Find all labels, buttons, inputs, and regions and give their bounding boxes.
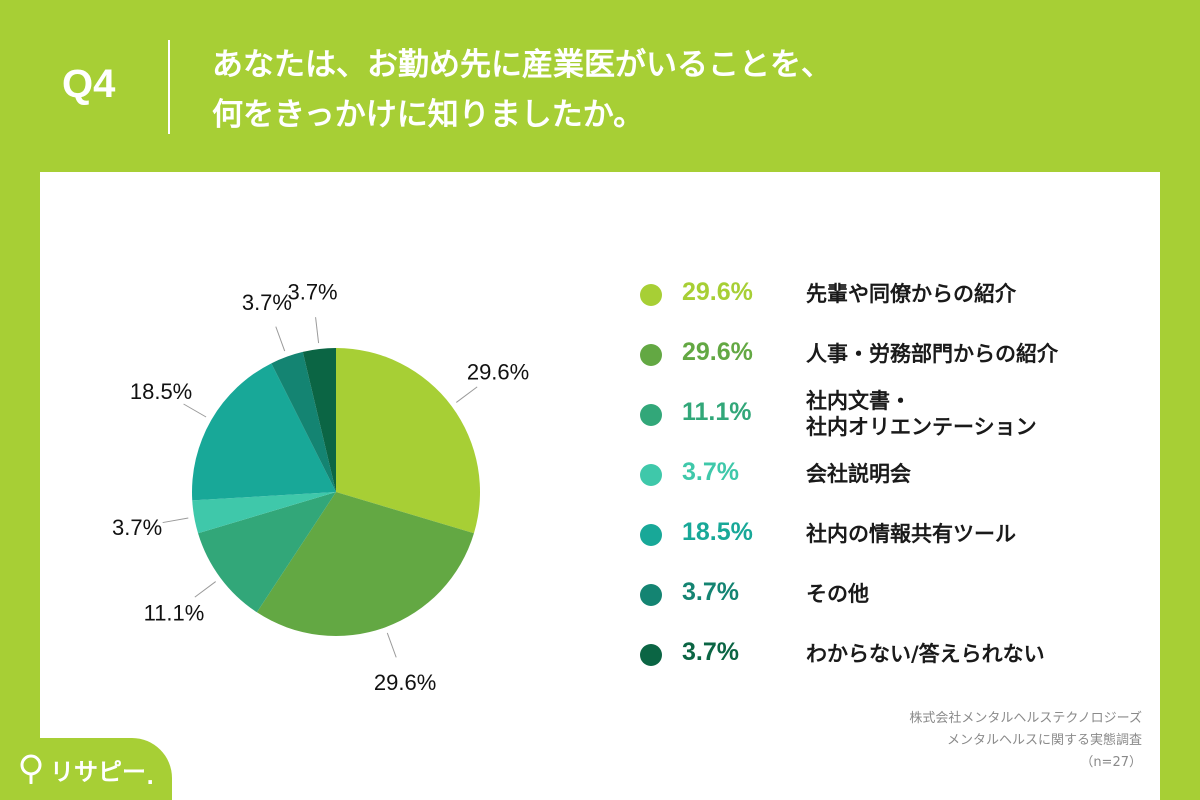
- legend-swatch: [640, 404, 662, 426]
- legend-swatch: [640, 584, 662, 606]
- pie-slice-7: [302, 348, 336, 492]
- pie-slice-2: [256, 492, 474, 636]
- legend-swatch: [640, 464, 662, 486]
- legend-label: 先輩や同僚からの紹介: [806, 281, 1016, 307]
- legend-percent: 3.7%: [682, 638, 739, 666]
- legend-swatch: [640, 344, 662, 366]
- question-title-line-1: あなたは、お勤め先に産業医がいることを、: [212, 47, 832, 83]
- data-label-3: 11.1%: [144, 601, 205, 626]
- data-label-2: 29.6%: [374, 670, 436, 695]
- question-title: あなたは、お勤め先に産業医がいることを、 何をきっかけに知りましたか。: [212, 40, 832, 140]
- legend-label-line: 社内文書・: [806, 389, 911, 413]
- legend-label: その他: [806, 581, 869, 607]
- legend-item-2: 29.6% 人事・労務部門からの紹介: [640, 325, 1140, 385]
- legend-item-5: 18.5% 社内の情報共有ツール: [640, 505, 1140, 565]
- leader-line-6: [275, 326, 286, 352]
- legend-label-line: わからない/答えられない: [806, 642, 1045, 666]
- brand-logo: リサピー: [0, 738, 172, 800]
- legend-item-7: 3.7% わからない/答えられない: [640, 625, 1140, 685]
- pin-icon: [20, 754, 42, 784]
- legend-item-1: 29.6% 先輩や同僚からの紹介: [640, 265, 1140, 325]
- legend-percent: 29.6%: [682, 278, 753, 306]
- legend-label-line: 先輩や同僚からの紹介: [806, 282, 1016, 306]
- legend-label-line: 社内の情報共有ツール: [806, 522, 1016, 546]
- legend-swatch: [640, 524, 662, 546]
- legend-label-line: 会社説明会: [806, 462, 911, 486]
- brand-logo-text: リサピー: [50, 752, 154, 789]
- legend-percent: 29.6%: [682, 338, 753, 366]
- legend-percent: 11.1%: [682, 398, 752, 426]
- data-label-5: 18.5%: [130, 379, 192, 404]
- pie-slice-1: [336, 348, 481, 534]
- legend-item-4: 3.7% 会社説明会: [640, 445, 1140, 505]
- legend-label: 社内の情報共有ツール: [806, 521, 1016, 547]
- legend-percent: 3.7%: [682, 578, 739, 606]
- leader-line-5: [183, 403, 207, 418]
- legend-swatch: [640, 644, 662, 666]
- source-survey: メンタルヘルスに関する実態調査: [946, 733, 1142, 748]
- question-number: Q4: [62, 62, 116, 106]
- legend-label-line: その他: [806, 582, 869, 606]
- legend-label-line: 人事・労務部門からの紹介: [806, 342, 1058, 366]
- pie-slice-6: [271, 351, 336, 492]
- header-divider: [168, 40, 170, 134]
- leader-line-2: [386, 632, 397, 658]
- leader-line-7: [315, 317, 320, 344]
- legend-percent: 3.7%: [682, 458, 739, 486]
- pie-slice-3: [198, 492, 336, 613]
- data-label-6: 3.7%: [242, 290, 292, 315]
- legend-item-3: 11.1% 社内文書・ 社内オリエンテーション: [640, 385, 1140, 445]
- source-company: 株式会社メンタルヘルステクノロジーズ: [909, 711, 1142, 726]
- source-note: 株式会社メンタルヘルステクノロジーズ メンタルヘルスに関する実態調査 （n=27…: [909, 708, 1142, 774]
- legend-label-line: 社内オリエンテーション: [806, 415, 1037, 439]
- legend-label: わからない/答えられない: [806, 641, 1045, 667]
- leader-line-4: [162, 517, 189, 524]
- data-label-4: 3.7%: [112, 515, 162, 540]
- legend-label: 人事・労務部門からの紹介: [806, 341, 1058, 367]
- source-sample: （n=27）: [1080, 755, 1142, 770]
- leader-line-3: [194, 581, 216, 598]
- legend-percent: 18.5%: [682, 518, 753, 546]
- leader-line-1: [456, 386, 478, 403]
- pie-slice-5: [192, 363, 336, 501]
- legend-label: 社内文書・ 社内オリエンテーション: [806, 388, 1037, 440]
- legend: 29.6% 先輩や同僚からの紹介 29.6% 人事・労務部門からの紹介 11.1% 社内文…: [640, 265, 1140, 685]
- legend-item-6: 3.7% その他: [640, 565, 1140, 625]
- question-title-line-2: 何をきっかけに知りましたか。: [212, 97, 645, 133]
- data-label-1: 29.6%: [467, 359, 529, 384]
- data-label-7: 3.7%: [287, 279, 337, 304]
- legend-swatch: [640, 284, 662, 306]
- legend-label: 会社説明会: [806, 461, 911, 487]
- pie-slice-4: [192, 492, 336, 534]
- header: Q4 あなたは、お勤め先に産業医がいることを、 何をきっかけに知りましたか。: [0, 0, 1200, 170]
